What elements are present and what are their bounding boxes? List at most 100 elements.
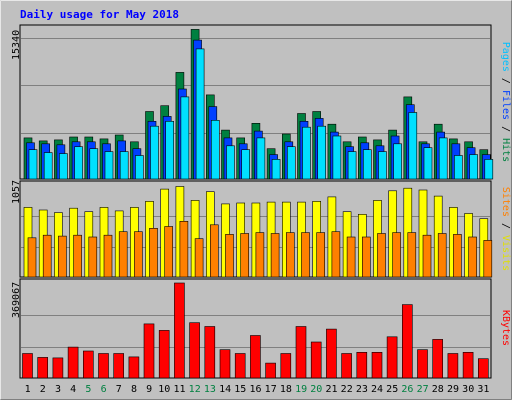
bars xyxy=(22,29,494,379)
bar-kbytes-day-17 xyxy=(265,362,276,379)
bar-pages-day-9 xyxy=(150,125,159,180)
x-tick-label-22: 22 xyxy=(341,384,353,395)
x-tick-label-20: 20 xyxy=(310,384,322,395)
bar-sites-day-27 xyxy=(422,234,432,278)
bar-sites-day-25 xyxy=(392,232,401,278)
bar-kbytes-day-29 xyxy=(447,353,459,379)
bar-pages-day-4 xyxy=(74,146,83,180)
x-tick-label-16: 16 xyxy=(249,384,261,395)
bar-pages-day-25 xyxy=(393,143,402,180)
visits-y-max-label: 1057 xyxy=(11,180,22,204)
x-tick-label-7: 7 xyxy=(116,384,122,395)
series-label-1: Sites / Visits xyxy=(500,187,511,271)
x-tick-label-17: 17 xyxy=(265,384,277,395)
x-tick-label-9: 9 xyxy=(146,384,152,395)
x-tick-label-13: 13 xyxy=(204,384,216,395)
x-tick-label-24: 24 xyxy=(371,384,383,395)
series-label-0: Pages / Files / Hits xyxy=(500,42,511,162)
bar-sites-day-8 xyxy=(134,231,143,278)
bar-kbytes-day-14 xyxy=(219,349,231,379)
bar-sites-day-30 xyxy=(468,236,477,278)
bar-sites-day-10 xyxy=(164,226,173,278)
bar-sites-day-16 xyxy=(255,232,265,278)
bar-sites-day-15 xyxy=(240,233,249,278)
bar-pages-day-22 xyxy=(347,151,357,180)
bar-kbytes-day-8 xyxy=(128,356,140,379)
bar-kbytes-day-11 xyxy=(174,282,185,379)
x-tick-label-15: 15 xyxy=(234,384,246,395)
x-tick-label-29: 29 xyxy=(447,384,459,395)
bar-pages-day-16 xyxy=(256,137,266,180)
bar-pages-day-31 xyxy=(484,159,494,180)
x-tick-label-21: 21 xyxy=(325,384,337,395)
bar-kbytes-day-5 xyxy=(83,350,94,379)
bar-sites-day-13 xyxy=(210,224,219,278)
bar-kbytes-day-10 xyxy=(158,330,170,379)
bar-kbytes-day-30 xyxy=(462,351,474,379)
bar-kbytes-day-9 xyxy=(143,323,155,379)
bar-pages-day-5 xyxy=(89,148,99,180)
x-tick-label-14: 14 xyxy=(219,384,231,395)
bar-pages-day-12 xyxy=(195,48,205,180)
x-tick-label-28: 28 xyxy=(432,384,444,395)
bar-kbytes-day-3 xyxy=(52,357,64,379)
series-labels: Pages / Files / Hits Sites / Visits KBytes xyxy=(500,42,511,346)
x-tick-label-2: 2 xyxy=(40,384,46,395)
x-tick-label-11: 11 xyxy=(173,384,185,395)
bar-sites-day-22 xyxy=(346,236,356,278)
x-tick-label-12: 12 xyxy=(189,384,201,395)
bar-kbytes-day-21 xyxy=(326,328,337,379)
bar-sites-day-5 xyxy=(88,236,98,278)
x-tick-label-3: 3 xyxy=(55,384,61,395)
bar-kbytes-day-28 xyxy=(432,339,444,379)
bar-kbytes-day-1 xyxy=(22,353,33,379)
x-tick-label-18: 18 xyxy=(280,384,292,395)
x-tick-label-26: 26 xyxy=(401,384,413,395)
bar-kbytes-day-27 xyxy=(417,349,428,379)
bar-kbytes-day-13 xyxy=(204,326,216,379)
bar-sites-day-1 xyxy=(27,237,37,278)
series-label-separator: / xyxy=(500,217,511,235)
series-label-separator: / xyxy=(500,120,511,138)
bar-pages-day-15 xyxy=(241,149,250,180)
bar-pages-day-11 xyxy=(180,96,190,180)
bar-kbytes-day-20 xyxy=(310,341,322,379)
bar-pages-day-8 xyxy=(135,155,144,180)
x-tick-label-8: 8 xyxy=(131,384,137,395)
series-label-sites: Sites xyxy=(500,187,511,217)
bar-sites-day-14 xyxy=(225,234,234,278)
x-tick-label-31: 31 xyxy=(477,384,489,395)
bar-sites-day-4 xyxy=(73,234,82,278)
series-label-pages: Pages xyxy=(500,42,511,72)
bar-pages-day-7 xyxy=(119,151,129,180)
series-label-hits: Hits xyxy=(500,138,511,162)
x-tick-label-23: 23 xyxy=(356,384,368,395)
x-tick-label-5: 5 xyxy=(85,384,91,395)
series-label-kbytes: KBytes xyxy=(500,310,511,346)
bar-sites-day-11 xyxy=(179,221,189,278)
bar-pages-day-10 xyxy=(165,121,174,180)
kbytes-y-max-label: 369067 xyxy=(11,282,22,318)
bar-sites-day-19 xyxy=(301,232,310,278)
bar-pages-day-26 xyxy=(408,112,418,180)
bar-sites-day-6 xyxy=(103,234,113,278)
hits-y-max-label: 15340 xyxy=(11,30,22,60)
bar-sites-day-31 xyxy=(483,240,493,278)
bar-sites-day-7 xyxy=(118,231,128,278)
bar-pages-day-6 xyxy=(104,151,114,180)
bar-pages-day-18 xyxy=(286,146,296,180)
bar-sites-day-28 xyxy=(437,233,447,278)
bar-kbytes-day-18 xyxy=(280,353,292,379)
bar-pages-day-27 xyxy=(423,147,433,180)
bar-kbytes-day-25 xyxy=(386,336,398,379)
bar-kbytes-day-12 xyxy=(189,322,200,379)
bar-kbytes-day-2 xyxy=(37,357,49,379)
bar-pages-day-28 xyxy=(438,137,448,180)
bar-kbytes-day-4 xyxy=(67,346,79,379)
series-label-visits: Visits xyxy=(500,235,511,271)
bar-kbytes-day-31 xyxy=(477,358,489,379)
bar-sites-day-21 xyxy=(331,231,341,278)
x-tick-label-27: 27 xyxy=(417,384,429,395)
bar-pages-day-2 xyxy=(43,152,53,180)
